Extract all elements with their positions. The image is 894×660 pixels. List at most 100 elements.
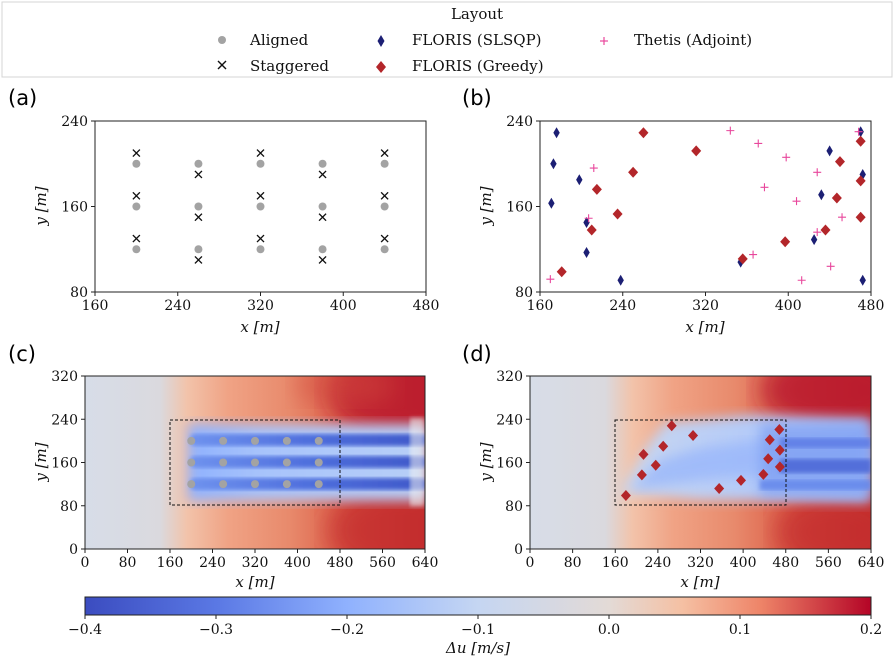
floris-greedy-point xyxy=(556,266,567,278)
staggered-point xyxy=(194,213,203,222)
turbine-point xyxy=(314,480,323,489)
turbine-point xyxy=(314,458,323,467)
turbine-point xyxy=(758,468,769,480)
turbine-point xyxy=(282,458,291,467)
staggered-point xyxy=(318,170,327,179)
floris-slsqp-point xyxy=(583,246,590,258)
x-tick-label: 240 xyxy=(609,298,636,314)
legend-label-aligned: Aligned xyxy=(249,31,309,49)
floris-greedy-point xyxy=(855,135,866,147)
panel-c: 0 80 160 240 320 400 480 560 640 0 80 160 240 320 x [… xyxy=(32,369,438,591)
floris-greedy-point xyxy=(855,211,866,223)
turbine-point xyxy=(251,458,259,467)
aligned-point xyxy=(132,202,141,211)
turbine-point xyxy=(187,458,196,467)
aligned-point xyxy=(194,245,203,254)
floris-slsqp-point xyxy=(826,145,833,157)
aligned-point xyxy=(132,245,141,254)
thetis-adjoint-point xyxy=(589,164,598,173)
y-tick-label: 240 xyxy=(506,114,533,130)
staggered-point xyxy=(194,255,203,264)
turbine-point xyxy=(219,436,228,445)
aligned-point xyxy=(380,245,389,254)
y-tick-label: 80 xyxy=(505,499,523,515)
x-tick-label: 320 xyxy=(687,555,714,571)
thetis-adjoint-point xyxy=(749,250,758,259)
x-tick-label: 560 xyxy=(815,555,842,571)
x-tick-label: 320 xyxy=(242,555,269,571)
x-tick-label: 240 xyxy=(199,555,226,571)
turbine-point xyxy=(219,480,228,489)
panel-c-velocity-field xyxy=(85,376,425,549)
panel-label-b: (b) xyxy=(462,86,492,110)
colorbar-tick-label: 0.2 xyxy=(860,622,882,638)
aligned-point xyxy=(318,202,327,211)
thetis-adjoint-point xyxy=(760,183,769,192)
thetis-adjoint-point xyxy=(782,153,791,162)
turbine-point xyxy=(658,440,669,452)
floris-slsqp-point xyxy=(617,274,624,286)
x-tick-label: 80 xyxy=(119,555,137,571)
floris-slsqp-point xyxy=(576,174,583,186)
thetis-adjoint-point xyxy=(797,276,806,285)
turbine-point xyxy=(219,458,228,467)
legend-frame xyxy=(1,1,893,78)
panel-d-xlabel: x [m] xyxy=(680,573,719,591)
colorbar-gradient xyxy=(84,596,872,616)
thetis-adjoint-point xyxy=(546,275,555,284)
thetis-adjoint-point xyxy=(584,214,593,223)
y-tick-label: 0 xyxy=(69,542,78,558)
aligned-point xyxy=(194,202,203,211)
floris-greedy-point xyxy=(831,192,842,204)
staggered-marker-icon xyxy=(217,60,227,70)
staggered-point xyxy=(318,213,327,222)
x-tick-label: 320 xyxy=(692,298,719,314)
x-tick-label: 480 xyxy=(858,298,885,314)
thetis-adjoint-point xyxy=(726,126,735,135)
legend: Layout Aligned Staggered FLORIS (SLSQP) … xyxy=(1,1,893,78)
y-tick-label: 160 xyxy=(61,200,88,216)
aligned-point xyxy=(256,245,265,254)
x-tick-label: 560 xyxy=(369,555,396,571)
turbine-point xyxy=(763,453,774,465)
x-tick-label: 240 xyxy=(164,298,191,314)
y-tick-label: 80 xyxy=(515,285,533,301)
colorbar-tick-label: 0.1 xyxy=(729,622,751,638)
floris-greedy-point xyxy=(638,127,649,139)
turbine-point xyxy=(187,436,196,445)
panel-label-c: (c) xyxy=(8,342,36,366)
y-tick-label: 320 xyxy=(496,369,523,385)
floris-slsqp-point xyxy=(550,158,557,170)
turbine-point xyxy=(774,461,785,473)
staggered-point xyxy=(380,149,389,158)
panel-c-farm-box xyxy=(169,419,341,506)
aligned-marker-icon xyxy=(218,36,226,44)
x-tick-label: 480 xyxy=(772,555,799,571)
y-tick-label: 160 xyxy=(496,456,523,472)
colorbar-tick-label: −0.4 xyxy=(68,622,102,638)
floris-greedy-point xyxy=(855,175,866,187)
thetis-adjoint-point xyxy=(754,139,763,148)
x-tick-label: 400 xyxy=(284,555,311,571)
x-tick-label: 400 xyxy=(330,298,357,314)
floris-greedy-point xyxy=(820,224,831,236)
floris-slsqp-point xyxy=(810,234,818,246)
turbine-point xyxy=(688,429,699,441)
panel-d-velocity-field xyxy=(530,376,871,549)
panel-d-ylabel: y [m] xyxy=(477,442,495,482)
aligned-point xyxy=(132,159,141,168)
x-tick-label: 640 xyxy=(858,555,885,571)
turbine-point xyxy=(774,444,785,456)
colorbar-tick-label: −0.1 xyxy=(461,622,495,638)
aligned-point xyxy=(318,245,327,254)
x-tick-label: 400 xyxy=(775,298,802,314)
staggered-point xyxy=(132,234,141,243)
panel-d-farm-box xyxy=(614,419,787,506)
thetis-adjoint-point xyxy=(826,262,835,271)
floris-greedy-point xyxy=(737,253,748,265)
panel-label-d: (d) xyxy=(462,342,492,366)
x-tick-label: 80 xyxy=(564,555,582,571)
floris-greedy-point xyxy=(691,145,702,157)
colorbar-tick-label: 0.0 xyxy=(598,622,620,638)
